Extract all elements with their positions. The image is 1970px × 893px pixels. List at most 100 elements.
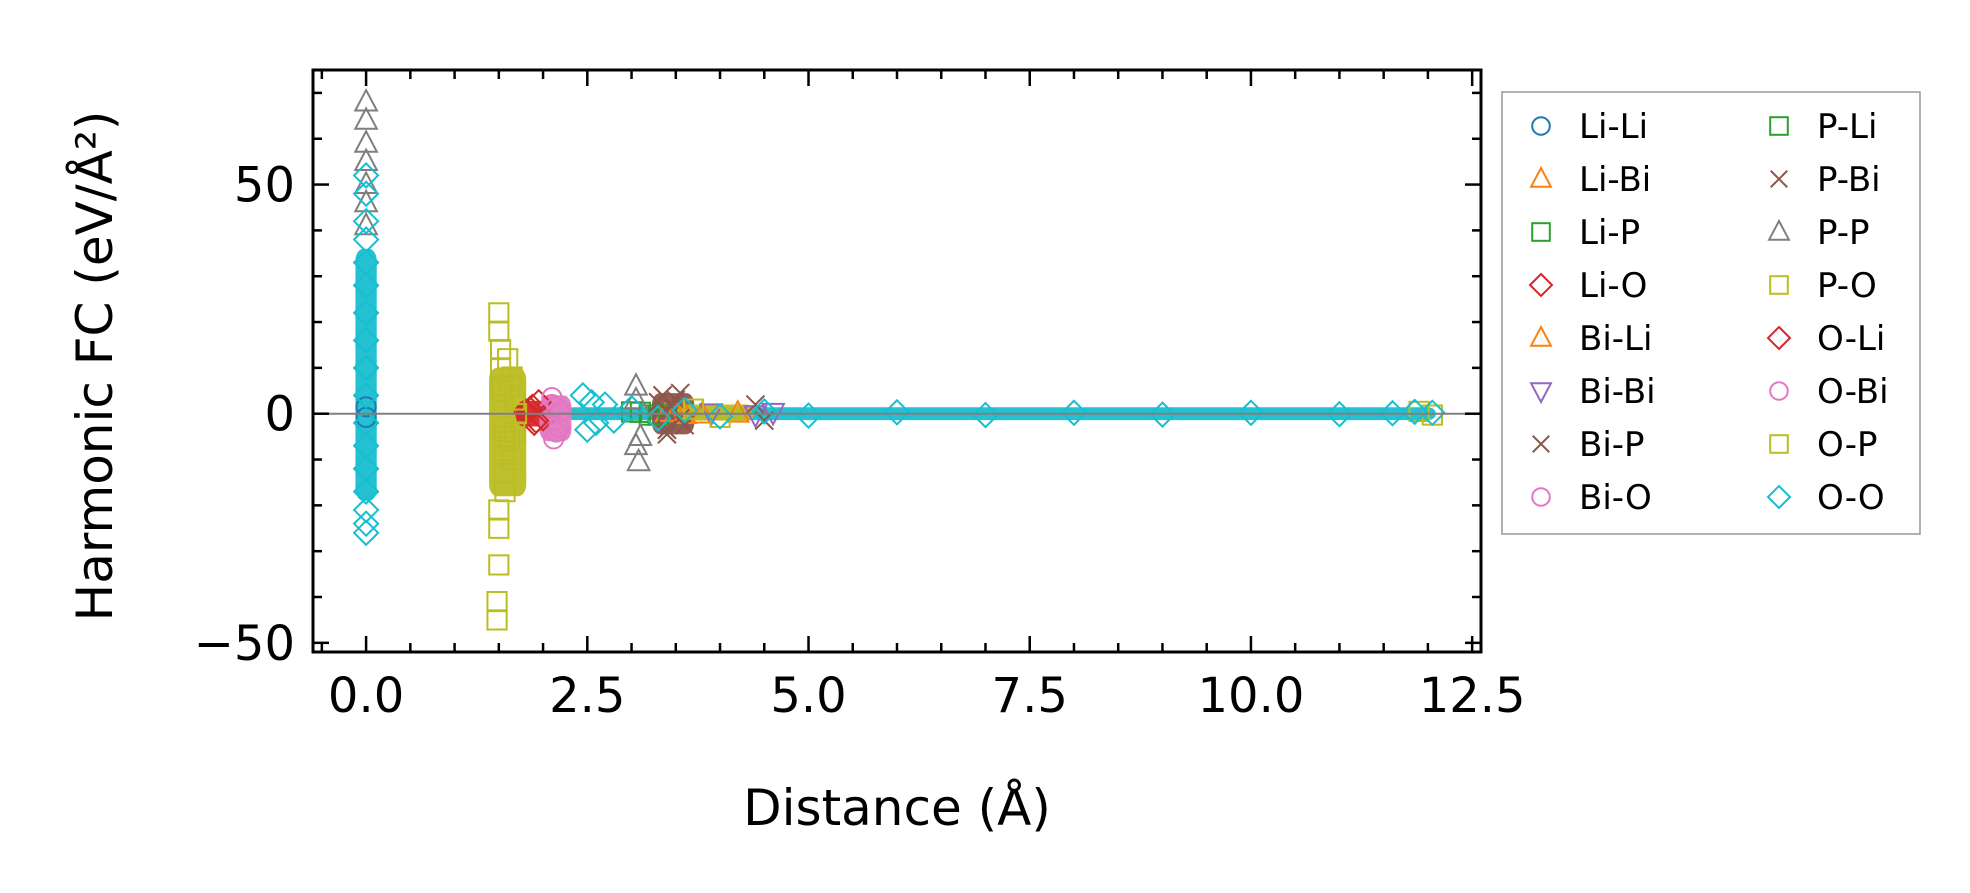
point-o-o-32	[1149, 401, 1176, 429]
x-axis-label: Distance (Å)	[743, 779, 1051, 837]
legend-label-bi-p: Bi-P	[1579, 425, 1645, 465]
y-tick-label-2: 50	[234, 158, 295, 214]
legend-label-li-p: Li-P	[1579, 213, 1640, 253]
point-o-o-27	[750, 397, 778, 425]
point-o-o-25	[671, 396, 699, 424]
legend-label-p-o: P-O	[1817, 266, 1877, 306]
legend-label-o-bi: O-Bi	[1817, 372, 1889, 412]
legend-marker-o-o	[1766, 484, 1792, 510]
axis-ticks: 0.0 2.5 5.0 7.5 10.0 12.5 −50 0 50	[194, 70, 1526, 724]
point-bi-o-2	[545, 396, 567, 418]
point-o-o-0	[352, 161, 380, 189]
legend-marker-bi-li	[1529, 324, 1553, 347]
legend-label-bi-li: Bi-Li	[1579, 319, 1652, 359]
point-p-p-9	[623, 431, 649, 456]
y-tick-label-0: −50	[194, 616, 295, 672]
legend-item-p-li: P-Li	[1769, 107, 1877, 147]
legend-marker-o-bi	[1769, 381, 1789, 401]
legend-item-p-p: P-P	[1767, 213, 1870, 253]
legend-item-li-bi: Li-Bi	[1529, 160, 1651, 200]
legend-item-o-li: O-Li	[1766, 319, 1885, 359]
point-o-o-15	[352, 510, 380, 538]
legend-label-li-bi: Li-Bi	[1579, 160, 1651, 200]
legend-item-bi-o: Bi-O	[1531, 478, 1652, 518]
legend-marker-p-p	[1767, 218, 1791, 241]
point-p-p-10	[626, 447, 652, 472]
legend-marker-o-p	[1769, 434, 1789, 454]
x-tick-label-0: 0.0	[328, 668, 404, 724]
series-p-o	[486, 302, 528, 631]
legend-marker-p-li	[1769, 116, 1789, 136]
point-p-li-0	[629, 401, 651, 423]
legend-item-p-bi: P-Bi	[1770, 160, 1881, 200]
point-bi-o-4	[550, 400, 572, 423]
x-tick-label-3: 7.5	[992, 668, 1068, 724]
legend-marker-li-p	[1531, 222, 1551, 242]
point-p-p-3	[353, 147, 379, 172]
legend-label-li-o: Li-O	[1579, 266, 1647, 306]
legend-label-o-o: O-O	[1817, 478, 1885, 518]
point-p-p-11	[627, 422, 653, 447]
point-o-o-17	[569, 381, 597, 409]
legend-item-bi-bi: Bi-Bi	[1529, 372, 1656, 412]
legend-marker-li-o	[1528, 272, 1554, 298]
point-o-o-26	[706, 403, 734, 430]
legend-item-bi-p: Bi-P	[1532, 425, 1645, 465]
legend-item-o-o: O-O	[1766, 478, 1885, 518]
point-o-o-31	[1060, 399, 1088, 427]
point-bi-o-3	[548, 416, 570, 439]
point-o-p-2	[682, 398, 705, 420]
point-p-p-1	[353, 106, 379, 130]
point-o-o-35	[1379, 399, 1406, 427]
point-o-o-28	[795, 402, 822, 429]
data-points	[352, 87, 1446, 631]
x-tick-label-5: 12.5	[1419, 668, 1526, 724]
point-o-o-8	[352, 354, 380, 382]
legend-marker-p-bi	[1770, 170, 1788, 188]
point-o-o-16	[352, 519, 380, 547]
point-o-o-7	[352, 326, 380, 354]
legend-item-o-bi: O-Bi	[1769, 372, 1889, 412]
point-o-o-18	[573, 416, 601, 444]
plot-frame	[311, 68, 1483, 654]
x-tick-label-4: 10.0	[1198, 668, 1305, 724]
point-o-o-14	[352, 496, 380, 524]
x-tick-label-1: 2.5	[549, 668, 625, 724]
point-o-o-13	[352, 478, 380, 506]
point-p-o-1	[488, 320, 510, 342]
point-o-o-1	[352, 180, 380, 208]
point-p-o-20	[504, 389, 526, 411]
legend-item-li-li: Li-Li	[1531, 107, 1648, 147]
point-p-bi-1	[657, 420, 677, 440]
legend-label-o-p: O-P	[1817, 425, 1877, 465]
point-o-o-33	[1237, 399, 1265, 427]
point-bi-o-1	[543, 428, 565, 450]
legend-marker-bi-o	[1531, 487, 1551, 507]
legend-marker-bi-p	[1532, 435, 1550, 453]
point-o-o-2	[352, 207, 380, 235]
point-p-o-13	[486, 590, 508, 613]
legend-item-o-p: O-P	[1769, 425, 1877, 465]
point-li-o-0	[516, 395, 544, 423]
x-tick-label-2: 5.0	[770, 668, 846, 724]
point-p-o-10	[488, 499, 510, 521]
point-p-o-11	[488, 517, 510, 539]
legend-label-li-li: Li-Li	[1579, 107, 1648, 147]
point-p-o-12	[488, 554, 510, 576]
point-p-o-18	[501, 366, 523, 388]
legend-marker-li-bi	[1529, 165, 1553, 188]
legend: Li-Li Li-Bi Li-P Li-O Bi-Li Bi-Bi Bi-P Bi-O P-Li…	[1501, 91, 1921, 535]
legend-label-o-li: O-Li	[1817, 319, 1885, 359]
series-bi-o	[541, 387, 572, 450]
point-o-o-5	[352, 271, 380, 299]
legend-label-bi-bi: Bi-Bi	[1579, 372, 1656, 412]
legend-label-p-p: P-P	[1817, 213, 1870, 253]
point-o-o-6	[352, 299, 380, 327]
point-o-o-37	[1418, 399, 1446, 427]
point-o-o-23	[618, 394, 645, 422]
y-tick-label-1: 0	[264, 387, 295, 443]
point-o-o-9	[352, 381, 380, 409]
legend-item-li-o: Li-O	[1528, 266, 1647, 306]
legend-marker-o-li	[1766, 325, 1792, 351]
